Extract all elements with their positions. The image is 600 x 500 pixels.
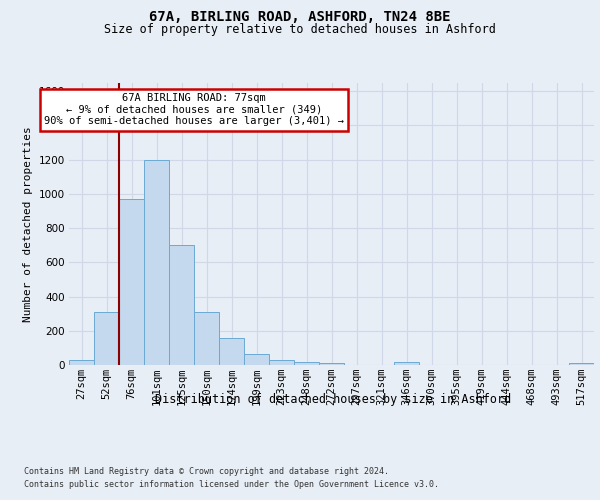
Bar [194,312,219,365]
Bar [69,360,94,365]
Bar [244,354,269,365]
Bar [394,362,419,365]
Y-axis label: Number of detached properties: Number of detached properties [23,126,33,322]
Text: Contains HM Land Registry data © Crown copyright and database right 2024.: Contains HM Land Registry data © Crown c… [24,468,389,476]
Bar [319,364,344,365]
Text: Contains public sector information licensed under the Open Government Licence v3: Contains public sector information licen… [24,480,439,489]
Text: 67A, BIRLING ROAD, ASHFORD, TN24 8BE: 67A, BIRLING ROAD, ASHFORD, TN24 8BE [149,10,451,24]
Text: Distribution of detached houses by size in Ashford: Distribution of detached houses by size … [155,392,511,406]
Bar [144,160,169,365]
Text: 67A BIRLING ROAD: 77sqm
← 9% of detached houses are smaller (349)
90% of semi-de: 67A BIRLING ROAD: 77sqm ← 9% of detached… [44,94,344,126]
Bar [569,364,594,365]
Bar [269,360,294,365]
Bar [294,362,319,365]
Text: Size of property relative to detached houses in Ashford: Size of property relative to detached ho… [104,22,496,36]
Bar [119,199,144,365]
Bar [94,312,119,365]
Bar [219,338,244,365]
Bar [169,245,194,365]
